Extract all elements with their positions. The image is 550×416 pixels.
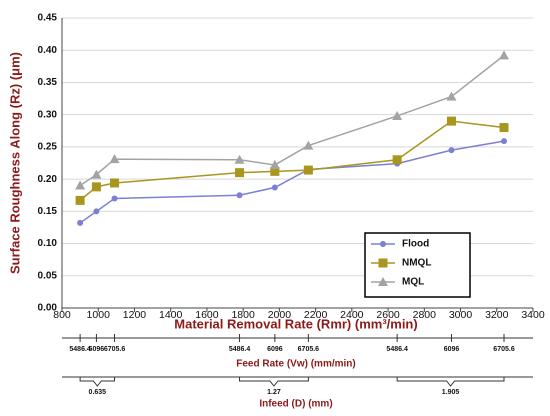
series-line <box>79 140 505 224</box>
y-tick-label: 0.25 <box>38 142 58 153</box>
feed-tick-label: 6096 <box>267 346 283 353</box>
x-tick-label: 1000 <box>87 309 111 321</box>
legend-marker <box>380 241 386 247</box>
x-tick-label: 1400 <box>159 309 183 321</box>
point <box>111 195 118 202</box>
point <box>392 110 403 120</box>
infeed-brace <box>239 377 309 387</box>
infeed-title: Infeed (D) (mm) <box>259 399 332 410</box>
feed-tick-label: 5486.4 <box>229 346 251 353</box>
legend-label: Flood <box>402 239 429 250</box>
feed-tick-label: 6096 <box>444 346 460 353</box>
y-axis-title: Surface Roughness Along (Rz) (μm) <box>7 52 22 274</box>
point <box>110 178 120 188</box>
series-line <box>79 54 505 187</box>
point <box>77 219 84 226</box>
x-tick-label: 3400 <box>521 309 545 321</box>
point <box>270 166 280 176</box>
x-tick-label: 2400 <box>340 309 364 321</box>
x-tick-label: 2600 <box>376 309 400 321</box>
point <box>235 168 245 178</box>
feed-tick-label: 6705.6 <box>493 346 515 353</box>
y-tick-label: 0.45 <box>38 13 58 24</box>
point <box>75 195 85 205</box>
point <box>446 116 456 126</box>
point <box>499 123 509 133</box>
infeed-tick-label: 0.635 <box>89 389 107 396</box>
feed-tick-label: 6705.6 <box>104 346 126 353</box>
x-tick-label: 1600 <box>195 309 219 321</box>
x-tick-label: 2000 <box>268 309 292 321</box>
x-tick-label: 3000 <box>449 309 473 321</box>
infeed-brace <box>396 377 505 387</box>
point <box>271 184 278 191</box>
point <box>109 154 120 164</box>
feed-tick-label: 5486.4 <box>69 346 91 353</box>
x-tick-label: 3200 <box>485 309 509 321</box>
infeed-tick-label: 1.27 <box>267 389 281 396</box>
series-line <box>79 120 505 201</box>
point <box>236 192 243 199</box>
y-tick-label: 0.10 <box>38 238 58 249</box>
point <box>499 50 510 60</box>
y-tick-label: 0.35 <box>38 77 58 88</box>
legend-marker <box>378 258 388 268</box>
feed-tick-label: 5486.4 <box>386 346 408 353</box>
y-tick-label: 0.15 <box>38 206 58 217</box>
point <box>392 155 402 165</box>
feed-tick-label: 6096 <box>89 346 105 353</box>
x-axis-title: Material Removal Rate (Rmr) (mm³/min) <box>174 316 417 331</box>
point <box>448 147 455 154</box>
infeed-brace <box>79 377 116 387</box>
legend-marker <box>378 277 388 286</box>
point <box>303 165 313 175</box>
feed-tick-label: 6705.6 <box>298 346 320 353</box>
y-tick-label: 0.40 <box>38 45 58 56</box>
y-tick-label: 0.30 <box>38 109 58 120</box>
point <box>446 91 457 101</box>
x-tick-label: 2800 <box>413 309 437 321</box>
y-tick-label: 0.05 <box>38 270 58 281</box>
x-tick-label: 1800 <box>231 309 255 321</box>
point <box>93 208 100 215</box>
x-tick-label: 800 <box>53 309 71 321</box>
x-tick-label: 1200 <box>123 309 147 321</box>
legend-label: MQL <box>402 277 424 288</box>
infeed-tick-label: 1.905 <box>442 389 460 396</box>
point <box>91 169 102 179</box>
point <box>303 140 314 150</box>
point <box>75 180 86 190</box>
feed-rate-title: Feed Rate (Vw) (mm/min) <box>236 359 355 370</box>
point <box>234 154 245 164</box>
point <box>91 182 101 192</box>
y-tick-label: 0.00 <box>38 303 58 314</box>
point <box>501 138 508 145</box>
point <box>269 159 280 169</box>
x-tick-label: 2200 <box>304 309 328 321</box>
legend-label: NMQL <box>402 258 431 269</box>
y-tick-label: 0.20 <box>38 174 58 185</box>
